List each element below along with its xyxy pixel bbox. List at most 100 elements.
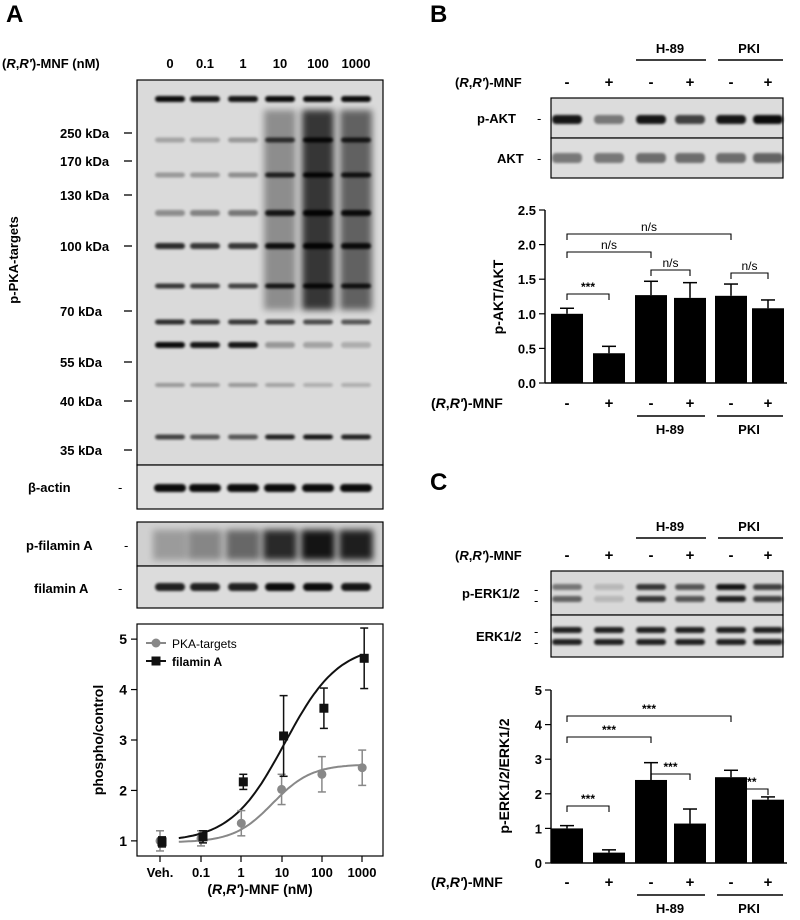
panel-c-header: H-89 PKI (R,R′)-MNF - + - + - + <box>455 519 783 564</box>
mnf-label: (R,R′)-MNF <box>455 548 522 563</box>
data-point <box>238 777 248 787</box>
p-erk-band <box>675 584 705 590</box>
y-tick-label: 1 <box>535 821 542 836</box>
p-akt-label: p-AKT <box>477 111 516 126</box>
p-erk-band <box>636 596 666 602</box>
significance-bracket <box>566 736 652 743</box>
blot-band <box>190 319 220 325</box>
y-tick-label: 0.5 <box>518 341 536 356</box>
p-erk-band <box>594 596 624 602</box>
blot-band <box>341 243 371 249</box>
filamin-bands <box>155 583 371 591</box>
y-tick-label: 1.5 <box>518 272 536 287</box>
panel-c-bands <box>552 584 783 645</box>
y-tick-label: 2 <box>119 782 127 798</box>
treatment-sign: + <box>686 395 695 412</box>
erk-band <box>753 627 783 633</box>
group-label-h89: H-89 <box>656 41 684 56</box>
conc-label: 100 <box>307 56 329 71</box>
data-point <box>198 832 208 842</box>
p-pka-blot-bands <box>155 96 372 440</box>
significance-bracket <box>650 269 691 276</box>
blot-band <box>265 210 295 216</box>
blot-band <box>228 137 258 143</box>
data-point <box>157 837 167 847</box>
filamin-band <box>190 583 220 591</box>
blot-band <box>155 243 185 249</box>
p-akt-band <box>636 115 666 124</box>
p-erk-ylabel: p-ERK1/2/ERK1/2 <box>496 718 512 833</box>
p-erk-band <box>753 584 783 590</box>
akt-band <box>675 153 705 163</box>
significance-bracket <box>566 715 732 722</box>
bar <box>635 295 667 383</box>
kda-marker-label: 130 kDa <box>60 188 110 203</box>
blot-band <box>265 383 295 387</box>
blot-band <box>341 319 371 325</box>
p-akt-band <box>753 115 783 124</box>
filamin-label: filamin A <box>34 581 89 596</box>
y-tick-label: 5 <box>535 683 542 698</box>
legend-marker <box>151 656 161 666</box>
blot-band <box>303 210 333 216</box>
filamin-band <box>155 583 185 591</box>
treatment-sign: - <box>649 547 654 564</box>
blot-band <box>303 137 333 143</box>
blot-band <box>265 283 295 289</box>
blot-band <box>190 434 220 440</box>
fit-curve <box>178 764 363 843</box>
actin-bands <box>154 484 372 492</box>
fit-curve <box>178 653 363 840</box>
erk-band <box>552 639 582 645</box>
blot-band <box>190 210 220 216</box>
blot-band <box>341 342 371 348</box>
kda-marker-label: 250 kDa <box>60 126 110 141</box>
treatment-sign: + <box>686 547 695 564</box>
actin-band <box>189 484 221 492</box>
panel-a-letter: A <box>6 1 23 28</box>
p-filamin-label: p-filamin A <box>26 538 93 553</box>
erk-band <box>716 627 746 633</box>
blot-band <box>155 137 185 143</box>
dose-response-chart: 1 2 3 4 5 Veh. 0.1 1 10 100 1000 PKA-targets filamin… <box>119 627 376 880</box>
erk-band <box>675 639 705 645</box>
akt-label: AKT <box>497 151 524 166</box>
significance-bracket <box>566 805 610 812</box>
blot-band <box>303 342 333 348</box>
x-tick-label: Veh. <box>147 865 174 880</box>
treatment-sign: + <box>686 874 695 891</box>
actin-band <box>227 484 259 492</box>
significance-label: *** <box>602 723 616 737</box>
p-akt-band <box>552 115 582 124</box>
panel-b-footer: (R,R′)-MNF - + - + - +H-89 PKI <box>431 395 783 437</box>
actin-band <box>340 484 372 492</box>
mnf-label: (R,R′)-MNF <box>431 395 503 411</box>
blot-band <box>341 283 371 289</box>
treatment-sign: + <box>764 74 773 91</box>
conc-label: 0.1 <box>196 56 214 71</box>
dose-chart-frame <box>136 623 384 857</box>
y-tick-label: 0.0 <box>518 376 536 391</box>
blot-band <box>155 283 185 289</box>
treatment-sign: - <box>729 74 734 91</box>
blot-band <box>190 283 220 289</box>
significance-bracket <box>566 233 732 240</box>
p-akt-ylabel: p-AKT/AKT <box>490 259 506 334</box>
conc-header: (R,R′)-MNF (nM) <box>2 56 100 71</box>
blot-band <box>341 210 371 216</box>
group-label-pki: PKI <box>738 901 760 916</box>
kda-marker-label: 170 kDa <box>60 154 110 169</box>
treatment-sign: - <box>729 395 734 412</box>
y-tick-label: 3 <box>535 752 542 767</box>
blot-band <box>341 137 371 143</box>
treatment-sign: - <box>565 74 570 91</box>
p-erk-band <box>716 584 746 590</box>
treatment-sign: + <box>764 874 773 891</box>
p-erk-band <box>675 596 705 602</box>
svg-text:-: - <box>118 480 122 495</box>
svg-text:-: - <box>124 538 128 553</box>
conc-label: 0 <box>166 56 173 71</box>
legend-label: PKA-targets <box>172 637 237 651</box>
p-filamin-band <box>339 530 373 560</box>
group-label-h89: H-89 <box>656 422 684 437</box>
